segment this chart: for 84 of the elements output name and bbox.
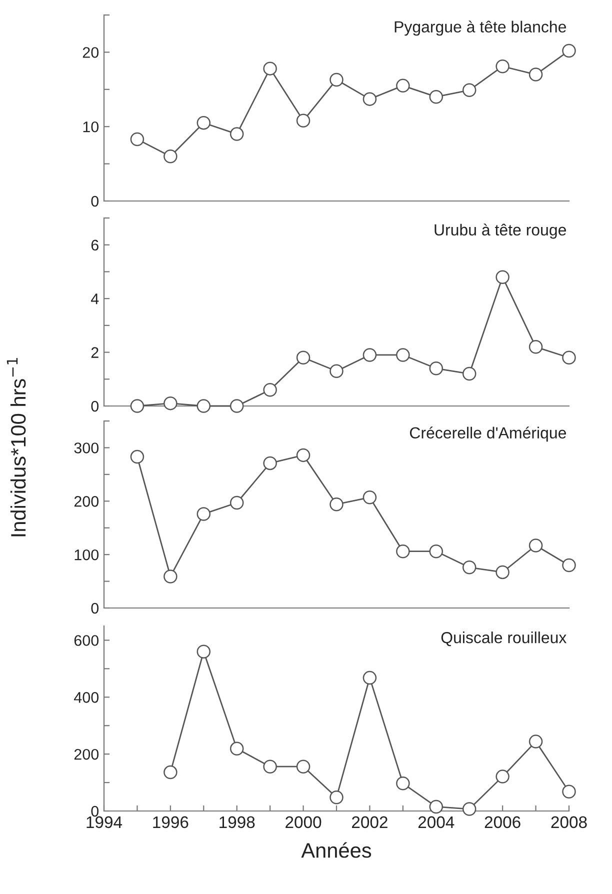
point xyxy=(362,92,377,106)
point xyxy=(496,770,510,784)
y-tick-label: 0 xyxy=(91,806,99,817)
point xyxy=(429,362,444,376)
point xyxy=(230,127,244,141)
y-tick-label: 4 xyxy=(90,294,99,304)
x-tick-label: 1994 xyxy=(86,816,122,828)
point xyxy=(263,760,277,774)
point xyxy=(164,570,178,584)
y-tick-label: 400 xyxy=(74,692,99,703)
y-tick-label: 0 xyxy=(91,196,99,207)
point xyxy=(296,114,310,128)
point xyxy=(496,59,510,74)
y-tick-label: 0 xyxy=(91,400,99,412)
point xyxy=(330,497,344,512)
point xyxy=(230,399,244,413)
point xyxy=(528,538,543,552)
x-tick-label: 2000 xyxy=(286,816,322,828)
y-tick-label: 20 xyxy=(82,47,99,58)
point xyxy=(296,448,310,462)
point xyxy=(396,776,410,790)
x-tick-label: 1998 xyxy=(220,816,255,828)
point xyxy=(230,742,244,756)
chart-title: Urubu à tête rouge xyxy=(434,224,566,239)
point xyxy=(263,383,277,397)
point xyxy=(462,802,476,816)
point xyxy=(164,149,178,164)
point xyxy=(196,507,211,521)
y-tick-label: 600 xyxy=(74,635,99,646)
point xyxy=(230,496,244,510)
point xyxy=(130,132,144,146)
x-tick-label: 2002 xyxy=(352,816,388,828)
point xyxy=(330,72,344,87)
point xyxy=(562,558,576,572)
x-tick-label: 2004 xyxy=(418,816,454,828)
y-tick-label: 0 xyxy=(91,602,99,614)
point xyxy=(528,340,543,354)
point xyxy=(462,83,476,98)
point xyxy=(263,62,277,76)
y-tick-label: 200 xyxy=(74,496,99,507)
point xyxy=(330,790,344,804)
x-tick-label: 1996 xyxy=(153,816,188,828)
point xyxy=(362,490,377,504)
point xyxy=(562,784,576,799)
point xyxy=(196,644,211,658)
point xyxy=(330,364,344,378)
point xyxy=(130,399,144,413)
point xyxy=(528,734,543,748)
point xyxy=(396,544,410,558)
y-axis-title: Individus*100 hrs$^{−1}$ xyxy=(6,358,26,536)
point xyxy=(429,800,444,814)
point xyxy=(528,68,543,82)
point xyxy=(396,78,410,93)
point xyxy=(562,44,576,58)
x-tick-label: 2008 xyxy=(551,816,587,828)
y-tick-label: 200 xyxy=(74,748,99,760)
y-tick-label: 2 xyxy=(91,347,98,358)
point xyxy=(296,760,310,774)
point xyxy=(196,116,211,130)
x-axis-title: Années xyxy=(301,842,372,858)
x-tick-label: 2006 xyxy=(484,816,520,828)
point xyxy=(362,670,377,685)
y-tick-label: 100 xyxy=(74,549,99,560)
point xyxy=(396,348,410,362)
point xyxy=(462,560,476,574)
y-tick-label: 6 xyxy=(91,240,98,251)
point xyxy=(496,565,510,580)
point xyxy=(562,350,576,365)
y-tick-label: 300 xyxy=(74,442,99,454)
point xyxy=(164,765,178,780)
point xyxy=(362,348,377,362)
y-tick-label: 10 xyxy=(83,121,99,132)
chart-title: Pygargue à tête blanche xyxy=(394,20,566,36)
point xyxy=(462,366,476,381)
point xyxy=(164,396,178,410)
chart-title: Quiscale rouilleux xyxy=(441,632,567,646)
point xyxy=(263,456,277,470)
point xyxy=(496,270,510,284)
point xyxy=(429,90,444,104)
point xyxy=(429,544,444,558)
point xyxy=(130,450,144,464)
point xyxy=(296,350,310,365)
point xyxy=(196,399,211,413)
chart-title: Crécerelle d'Amérique xyxy=(410,426,566,442)
